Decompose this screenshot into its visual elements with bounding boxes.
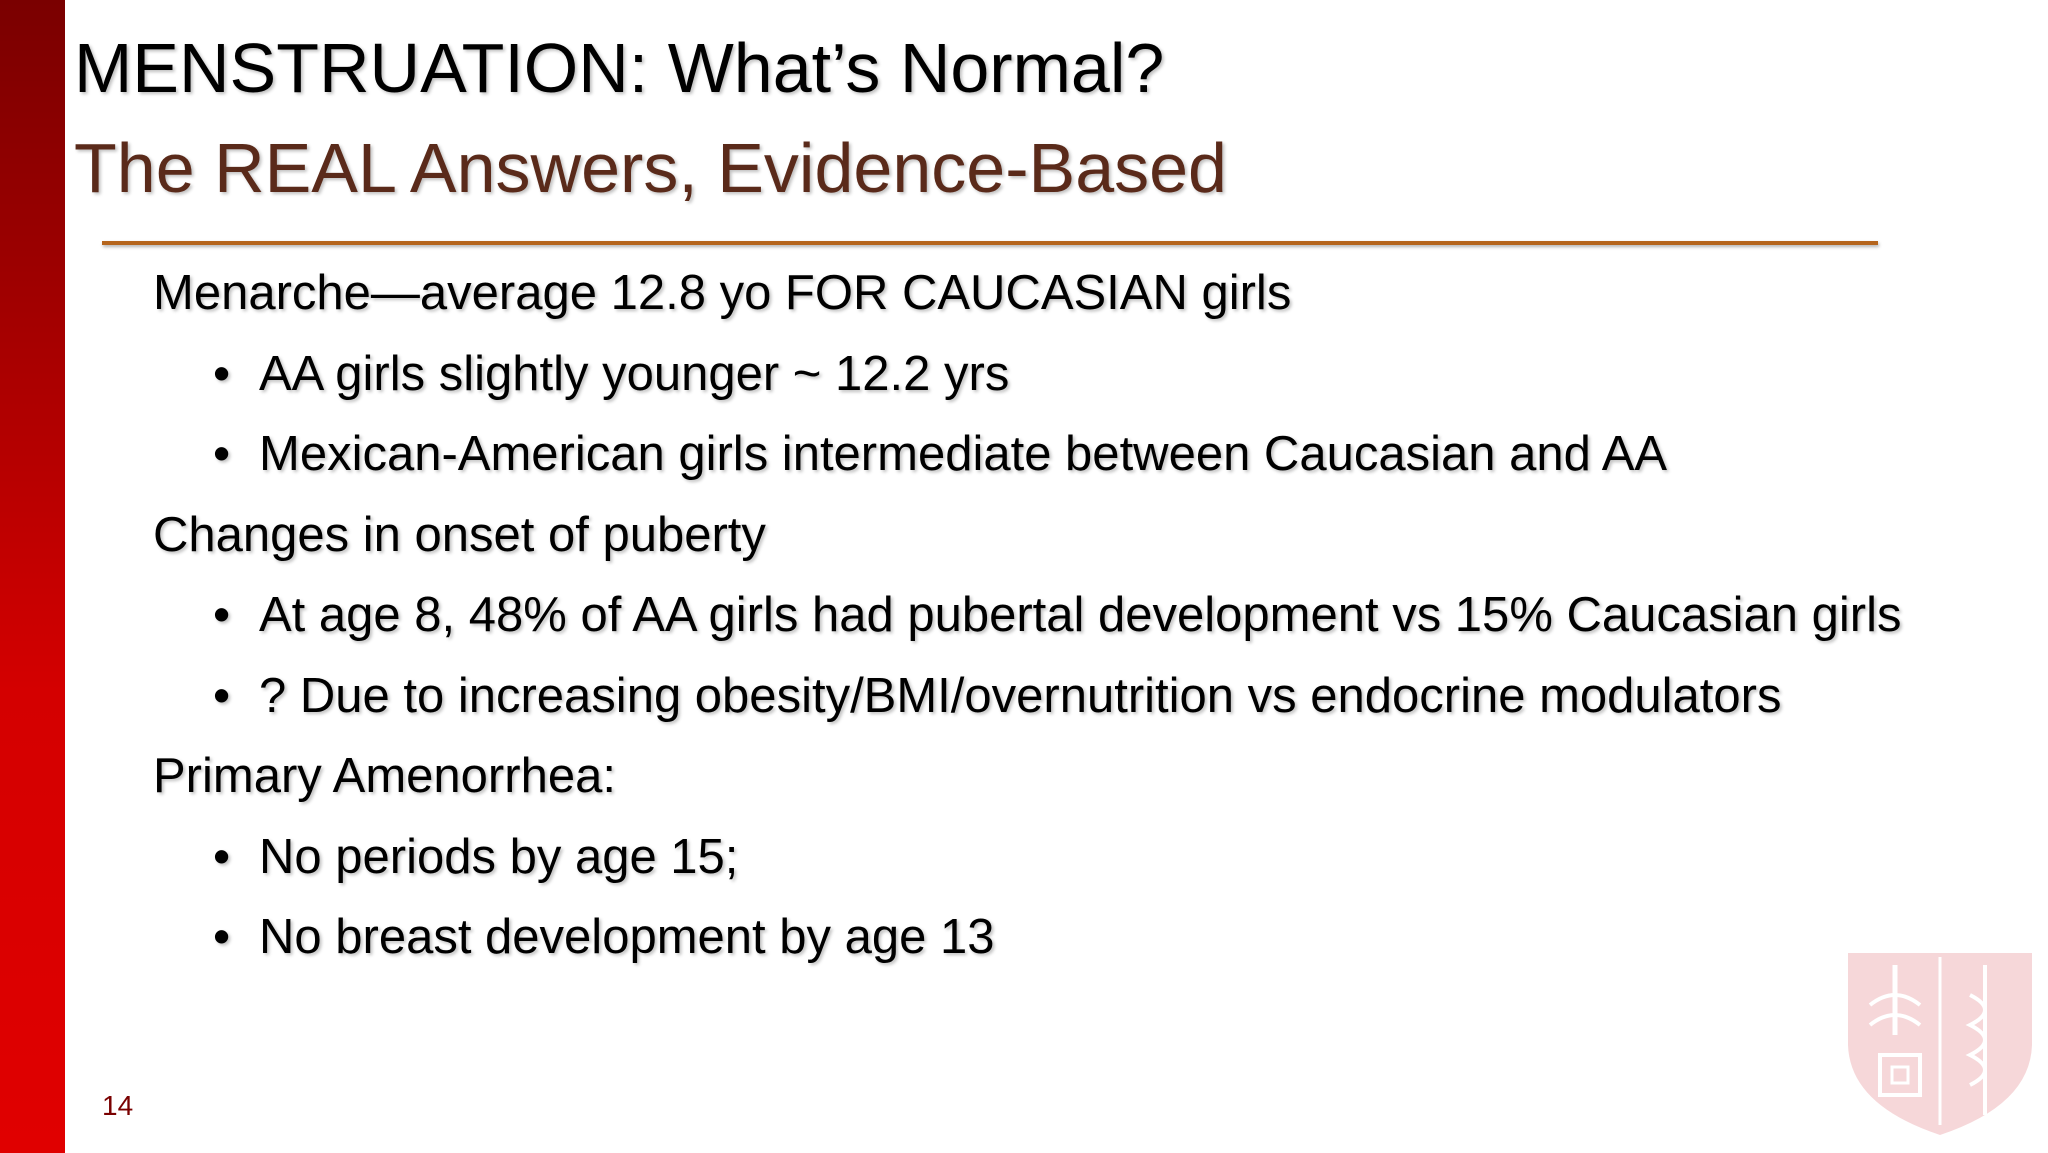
side-bar xyxy=(0,0,65,1153)
bullet-marker: • xyxy=(213,588,231,642)
bullet-marker: • xyxy=(213,427,231,481)
bullet: • No periods by age 15; xyxy=(213,829,738,885)
bullet: • At age 8, 48% of AA girls had pubertal … xyxy=(213,587,1901,643)
bullet-text: ? Due to increasing obesity/BMI/overnutr… xyxy=(259,668,1782,723)
bullet: • No breast development by age 13 xyxy=(213,909,994,965)
bullet-marker: • xyxy=(213,346,231,401)
title: MENSTRUATION: What’s Normal? xyxy=(74,29,1165,107)
page-number: 14 xyxy=(102,1090,134,1121)
logo xyxy=(1848,953,2032,1135)
section-heading: Primary Amenorrhea: xyxy=(153,749,616,803)
bullet: • ? Due to increasing obesity/BMI/overnut… xyxy=(213,668,1782,724)
bullet: • AA girls slightly younger ~ 12.2 yrs xyxy=(213,346,1009,402)
bullet-marker: • xyxy=(213,829,231,884)
subtitle: The REAL Answers, Evidence-Based xyxy=(74,129,1227,207)
divider xyxy=(102,241,1878,245)
bullet-marker: • xyxy=(213,668,231,723)
section-heading: Menarche—average 12.8 yo FOR CAUCASIAN g… xyxy=(153,266,1292,320)
bullet-marker: • xyxy=(213,910,231,964)
bullet-text: No periods by age 15; xyxy=(259,829,739,884)
section-heading: Changes in onset of puberty xyxy=(153,507,766,562)
bullet-text: Mexican-American girls intermediate betw… xyxy=(259,427,1668,481)
bullet-text: At age 8, 48% of AA girls had pubertal d… xyxy=(259,588,1902,642)
bullet-text: AA girls slightly younger ~ 12.2 yrs xyxy=(259,346,1010,401)
bullet-text: No breast development by age 13 xyxy=(259,910,995,964)
bullet: • Mexican-American girls intermediate bet… xyxy=(213,426,1667,482)
